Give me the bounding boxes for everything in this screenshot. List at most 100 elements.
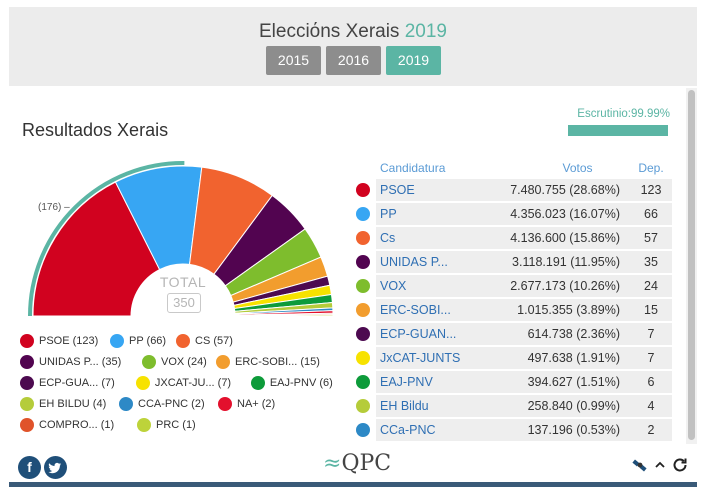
legend-label: COMPRO... (1) xyxy=(39,418,115,431)
party-color-dot xyxy=(356,279,370,293)
party-color-dot xyxy=(356,375,370,389)
legend-swatch xyxy=(20,396,34,411)
table-row[interactable]: VOX 2.677.173 (10.26%) 24 xyxy=(350,274,672,298)
table-row[interactable]: UNIDAS P... 3.118.191 (11.95%) 35 xyxy=(350,250,672,274)
majority-arc xyxy=(28,161,185,317)
party-seats: 7 xyxy=(630,323,672,345)
scrollbar[interactable] xyxy=(686,88,697,444)
legend-item[interactable]: PSOE (123) xyxy=(20,333,110,348)
legend-row: EH BILDU (4) CCA-PNC (2) NA+ (2) xyxy=(20,393,340,414)
tab-2019[interactable]: 2019 xyxy=(386,46,441,75)
party-seats: 4 xyxy=(630,395,672,417)
party-name[interactable]: Cs xyxy=(376,227,475,249)
legend-item[interactable]: PRC (1) xyxy=(137,417,217,432)
legend-item[interactable]: ECP-GUA... (7) xyxy=(20,375,136,390)
legend-swatch xyxy=(218,396,232,411)
legend-label: CCA-PNC (2) xyxy=(138,397,205,410)
header-seats[interactable]: Dep. xyxy=(638,160,664,175)
scroll-thumb[interactable] xyxy=(688,90,695,440)
scrutiny-bar-fill xyxy=(568,125,668,136)
seat-segment-0[interactable] xyxy=(32,181,161,317)
party-seats: 66 xyxy=(630,203,672,225)
legend-swatch xyxy=(176,333,190,348)
party-name[interactable]: JxCAT-JUNTS xyxy=(376,347,475,369)
results-table: Candidatura Votos Dep. PSOE 7.480.755 (28… xyxy=(350,157,672,442)
tab-2015[interactable]: 2015 xyxy=(266,46,321,75)
legend-item[interactable]: ERC-SOBI... (15) xyxy=(216,354,336,369)
logo-mark-icon: ≈ xyxy=(323,451,342,476)
table-row[interactable]: EH Bildu 258.840 (0.99%) 4 xyxy=(350,394,672,418)
legend-label: PSOE (123) xyxy=(39,334,99,347)
legend-label: PP (66) xyxy=(129,334,167,347)
twitter-icon[interactable] xyxy=(44,456,67,479)
table-row[interactable]: JxCAT-JUNTS 497.638 (1.91%) 7 xyxy=(350,346,672,370)
table-row[interactable]: PSOE 7.480.755 (28.68%) 123 xyxy=(350,178,672,202)
party-votes: 1.015.355 (3.89%) xyxy=(475,299,630,321)
party-color-dot xyxy=(356,327,370,341)
legend-item[interactable]: UNIDAS P... (35) xyxy=(20,354,142,369)
party-name[interactable]: EAJ-PNV xyxy=(376,371,475,393)
party-seats: 24 xyxy=(630,275,672,297)
party-name[interactable]: ECP-GUAN... xyxy=(376,323,475,345)
table-row[interactable]: CCa-PNC 137.196 (0.53%) 2 xyxy=(350,418,672,442)
header-votes[interactable]: Votos xyxy=(562,160,593,175)
party-votes: 2.677.173 (10.26%) xyxy=(475,275,630,297)
legend-item[interactable]: COMPRO... (1) xyxy=(20,417,137,432)
legend-item[interactable]: EH BILDU (4) xyxy=(20,396,119,411)
party-color-dot xyxy=(356,351,370,365)
logo-text: QPC xyxy=(341,451,392,476)
table-row[interactable]: ECP-GUAN... 614.738 (2.36%) 7 xyxy=(350,322,672,346)
social-links: f xyxy=(18,456,67,479)
legend-item[interactable]: EAJ-PNV (6) xyxy=(250,375,340,390)
tab-2016[interactable]: 2016 xyxy=(326,46,381,75)
table-row[interactable]: EAJ-PNV 394.627 (1.51%) 6 xyxy=(350,370,672,394)
party-votes: 137.196 (0.53%) xyxy=(475,419,630,441)
party-seats: 6 xyxy=(630,371,672,393)
refresh-icon[interactable] xyxy=(671,456,689,474)
party-name[interactable]: VOX xyxy=(376,275,475,297)
party-votes: 258.840 (0.99%) xyxy=(475,395,630,417)
party-seats: 2 xyxy=(630,419,672,441)
chevron-up-icon[interactable] xyxy=(655,460,665,470)
party-color-dot xyxy=(356,183,370,197)
satellite-icon[interactable] xyxy=(631,456,649,474)
scrutiny-progress: Escrutinio:99.99% xyxy=(560,108,670,136)
legend-item[interactable]: VOX (24) xyxy=(142,354,216,369)
header-candidate[interactable]: Candidatura xyxy=(380,160,446,175)
legend-item[interactable]: PP (66) xyxy=(110,333,176,348)
header: Elecciόns Xerais 2019 2015 2016 2019 xyxy=(9,7,697,86)
party-name[interactable]: CCa-PNC xyxy=(376,419,475,441)
party-name[interactable]: ERC-SOBI... xyxy=(376,299,475,321)
party-color-dot xyxy=(356,255,370,269)
table-row[interactable]: ERC-SOBI... 1.015.355 (3.89%) 15 xyxy=(350,298,672,322)
legend-row: COMPRO... (1) PRC (1) xyxy=(20,414,340,435)
total-label: TOTAL xyxy=(159,274,207,290)
legend-label: JXCAT-JU... (7) xyxy=(154,376,232,389)
legend-label: EH BILDU (4) xyxy=(39,397,107,410)
legend-swatch xyxy=(135,375,150,390)
table-row[interactable]: Cs 4.136.600 (15.86%) 57 xyxy=(350,226,672,250)
legend-label: NA+ (2) xyxy=(237,397,276,410)
party-name[interactable]: EH Bildu xyxy=(376,395,475,417)
party-name[interactable]: UNIDAS P... xyxy=(376,251,475,273)
legend-label: VOX (24) xyxy=(161,355,207,368)
legend-item[interactable]: JXCAT-JU... (7) xyxy=(135,375,251,390)
legend-swatch xyxy=(250,375,265,390)
party-color-dot xyxy=(356,231,370,245)
legend-item[interactable]: NA+ (2) xyxy=(218,396,288,411)
legend-row: UNIDAS P... (35) VOX (24) ERC-SOBI... (15) xyxy=(20,351,340,372)
legend-row: PSOE (123) PP (66) CS (57) xyxy=(20,330,340,351)
legend-swatch xyxy=(20,333,34,348)
facebook-icon[interactable]: f xyxy=(18,456,41,479)
seat-segment-13[interactable] xyxy=(234,314,334,317)
party-name[interactable]: PP xyxy=(376,203,475,225)
party-color-dot xyxy=(356,303,370,317)
legend-item[interactable]: CCA-PNC (2) xyxy=(119,396,218,411)
total-value: 350 xyxy=(167,293,201,313)
page-title: Elecciόns Xerais 2019 xyxy=(9,21,697,43)
party-seats: 15 xyxy=(630,299,672,321)
legend-item[interactable]: CS (57) xyxy=(176,333,256,348)
table-row[interactable]: PP 4.356.023 (16.07%) 66 xyxy=(350,202,672,226)
party-name[interactable]: PSOE xyxy=(376,179,475,201)
legend-swatch xyxy=(20,354,34,369)
